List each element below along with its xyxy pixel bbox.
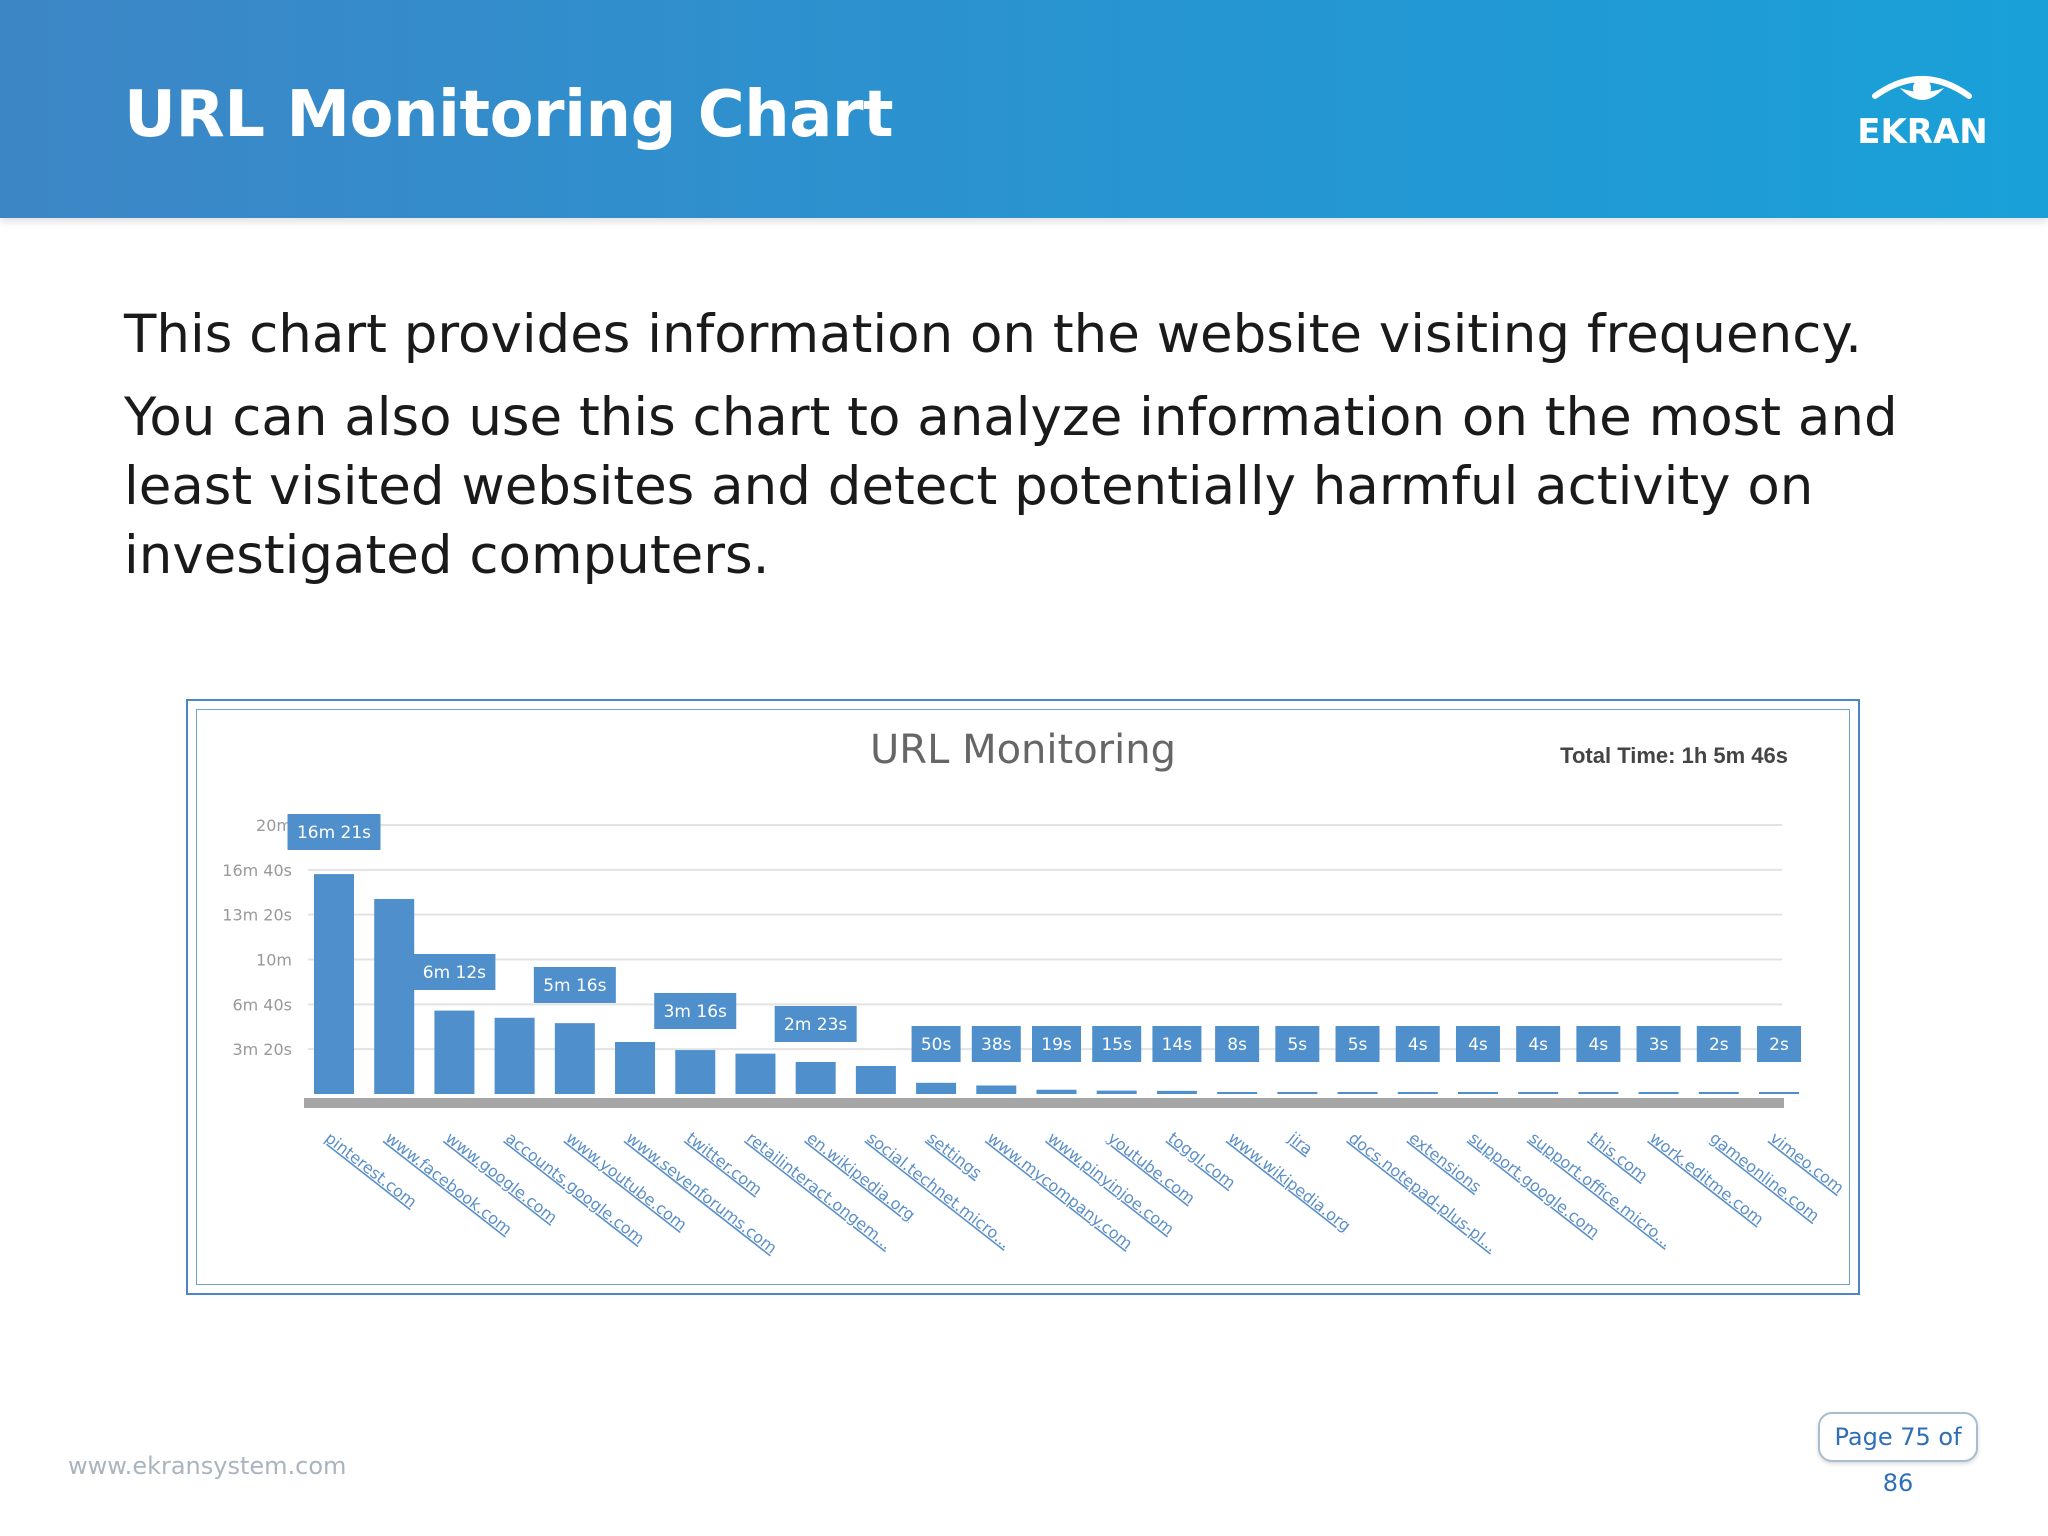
- data-label-box: [1576, 1026, 1621, 1062]
- data-label: 3m 16s: [664, 1002, 727, 1022]
- data-label: 15s: [1101, 1035, 1132, 1055]
- data-label-box: [1215, 1026, 1260, 1062]
- data-label-box: [1516, 1026, 1561, 1062]
- bar: [1277, 1092, 1318, 1094]
- data-label: 16m 21s: [297, 823, 371, 843]
- data-label: 5m 16s: [543, 976, 606, 996]
- detail-line-3: investigated computers.: [124, 525, 770, 586]
- bar: [735, 1053, 776, 1094]
- data-label-box: [1455, 1026, 1500, 1062]
- logo-text: EKRAN: [1857, 112, 1988, 152]
- data-label: 38s: [981, 1035, 1012, 1055]
- data-label-box: [1757, 1026, 1801, 1062]
- data-label-box: [1275, 1026, 1320, 1062]
- data-label: 6m 12s: [423, 963, 486, 983]
- data-label: 19s: [1041, 1035, 1072, 1055]
- data-label: 50s: [921, 1035, 952, 1055]
- x-tick-label: en.wikipedia.org: [803, 1128, 919, 1224]
- bar: [1036, 1089, 1077, 1094]
- y-tick-label: 20m: [256, 816, 292, 835]
- bar: [1518, 1092, 1559, 1094]
- footer-website: www.ekransystem.com: [68, 1452, 347, 1480]
- data-label-box: [1395, 1026, 1440, 1062]
- chart-frame: URL Monitoring Total Time: 1h 5m 46s 20m 16…: [186, 699, 1860, 1295]
- intro-paragraph: This chart provides information on the w…: [124, 304, 1863, 365]
- bar: [1457, 1092, 1498, 1094]
- ekran-logo: EKRAN: [1855, 66, 1990, 156]
- data-label-box: [774, 1006, 857, 1042]
- data-label: 5s: [1348, 1035, 1368, 1055]
- data-label: 4s: [1408, 1035, 1428, 1055]
- data-label-box: [654, 993, 737, 1029]
- bar: [1698, 1092, 1739, 1094]
- data-label-box: [1696, 1026, 1741, 1062]
- data-label: 5s: [1287, 1035, 1307, 1055]
- bar: [314, 874, 354, 1094]
- header-banner: URL Monitoring Chart EKRAN: [0, 0, 2048, 218]
- bar: [675, 1050, 716, 1094]
- bar: [916, 1082, 957, 1094]
- data-label-box: [1152, 1026, 1202, 1062]
- bar: [855, 1065, 896, 1094]
- y-tick-label: 10m: [256, 951, 292, 970]
- page-title: URL Monitoring Chart: [124, 78, 894, 152]
- data-label: 4s: [1589, 1035, 1609, 1055]
- bar: [1096, 1090, 1137, 1094]
- total-time-label: Total Time: 1h 5m 46s: [1560, 743, 1788, 768]
- data-label: 4s: [1528, 1035, 1548, 1055]
- chart-inner-border: [196, 709, 1850, 1285]
- y-tick-label: 6m 40s: [232, 995, 292, 1014]
- data-label: 8s: [1227, 1035, 1247, 1055]
- bar: [1638, 1092, 1679, 1094]
- detail-line-1: You can also use this chart to analyze i…: [124, 387, 1898, 448]
- bar: [434, 1010, 475, 1094]
- y-tick-label: 16m 40s: [222, 861, 292, 880]
- data-label: 2s: [1709, 1035, 1729, 1055]
- data-label: 3s: [1649, 1035, 1669, 1055]
- data-label: 2m 23s: [784, 1015, 847, 1035]
- data-label: 4s: [1468, 1035, 1488, 1055]
- detail-line-2: least visited websites and detect potent…: [124, 456, 1814, 517]
- bar: [554, 1023, 595, 1094]
- bar: [374, 898, 415, 1094]
- y-tick-label: 3m 20s: [232, 1040, 292, 1059]
- data-label-box: [287, 814, 381, 850]
- bar: [1578, 1092, 1619, 1094]
- data-label-box: [911, 1026, 961, 1062]
- detail-paragraph: You can also use this chart to analyze i…: [124, 383, 1944, 590]
- page-indicator: Page 75 of 86: [1818, 1412, 1978, 1497]
- bar: [795, 1061, 836, 1094]
- chart-title: URL Monitoring: [870, 727, 1176, 773]
- eye-icon: [1872, 76, 1972, 100]
- bar: [1156, 1090, 1197, 1094]
- data-label-box: [1092, 1026, 1142, 1062]
- y-tick-label: 13m 20s: [222, 906, 292, 925]
- bar: [1337, 1092, 1378, 1094]
- x-axis-baseline: [304, 1098, 1784, 1108]
- data-label-box: [1636, 1026, 1681, 1062]
- bar: [1397, 1092, 1438, 1094]
- data-label-box: [1032, 1026, 1081, 1062]
- data-label: 2s: [1769, 1035, 1789, 1055]
- bar: [976, 1085, 1017, 1094]
- x-tick-label: jira: [1284, 1128, 1316, 1159]
- data-label-box: [533, 967, 616, 1003]
- data-label-box: [971, 1026, 1021, 1062]
- data-label-box: [413, 954, 496, 990]
- bar: [615, 1041, 656, 1094]
- url-monitoring-chart: URL Monitoring Total Time: 1h 5m 46s 20m 16…: [222, 727, 1847, 1258]
- bar: [1217, 1092, 1258, 1094]
- data-label-box: [1335, 1026, 1380, 1062]
- bar: [1759, 1092, 1799, 1094]
- data-label: 14s: [1162, 1035, 1193, 1055]
- bar: [494, 1017, 535, 1094]
